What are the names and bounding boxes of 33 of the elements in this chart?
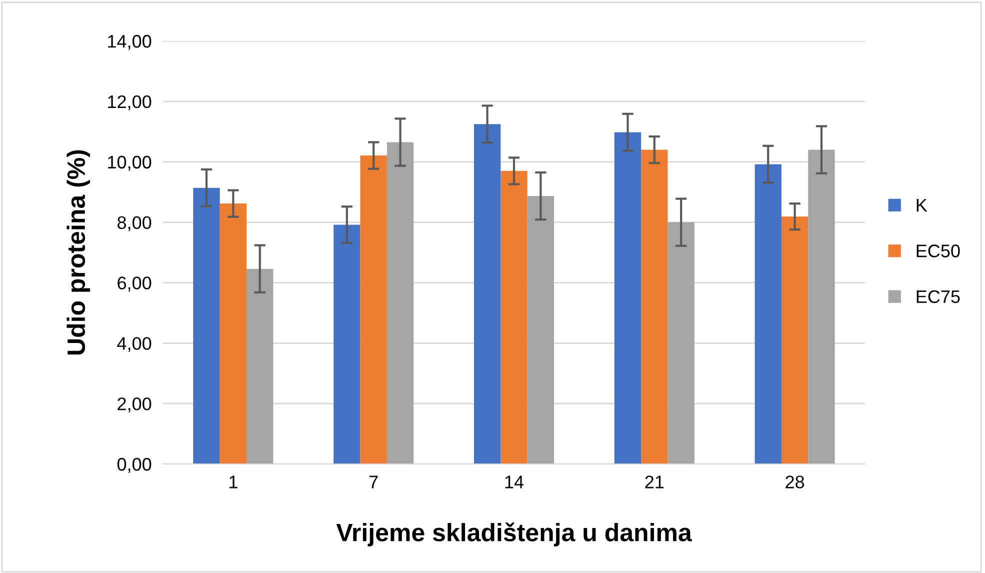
legend-label: EC75	[916, 290, 960, 304]
y-tick-label: 8,00	[118, 216, 152, 232]
bar	[386, 142, 414, 464]
y-tick-label: 12,00	[108, 95, 152, 110]
bar	[220, 204, 247, 464]
x-tick-label: 7	[370, 476, 378, 488]
bar	[246, 268, 274, 464]
y-tick-label: 14,00	[108, 34, 152, 50]
legend-label: K	[916, 199, 928, 212]
y-tick-label: 6,00	[118, 276, 152, 292]
x-tick-label: 1	[230, 476, 238, 488]
bar	[808, 150, 835, 464]
bar	[360, 156, 387, 464]
y-axis-title: Udio proteina (%)	[66, 150, 90, 354]
bar	[614, 132, 642, 464]
x-tick-label: 14	[505, 476, 524, 488]
x-tick-label: 21	[645, 476, 664, 488]
bar	[781, 216, 808, 464]
y-tick-label: 10,00	[108, 156, 152, 171]
bar	[474, 124, 501, 464]
x-tick-label: 28	[786, 476, 804, 488]
legend-label: EC50	[916, 244, 960, 258]
y-tick-label: 0,00	[117, 458, 152, 473]
bar	[754, 164, 782, 464]
bar	[193, 188, 220, 464]
bar	[641, 150, 668, 464]
y-tick-label: 4,00	[117, 337, 152, 352]
bar	[668, 222, 694, 464]
bar	[500, 170, 528, 464]
bar	[334, 224, 360, 464]
bar	[527, 196, 554, 464]
y-tick-label: 2,00	[118, 398, 152, 412]
x-axis-title: Vrijeme skladištenja u danima	[336, 522, 692, 546]
